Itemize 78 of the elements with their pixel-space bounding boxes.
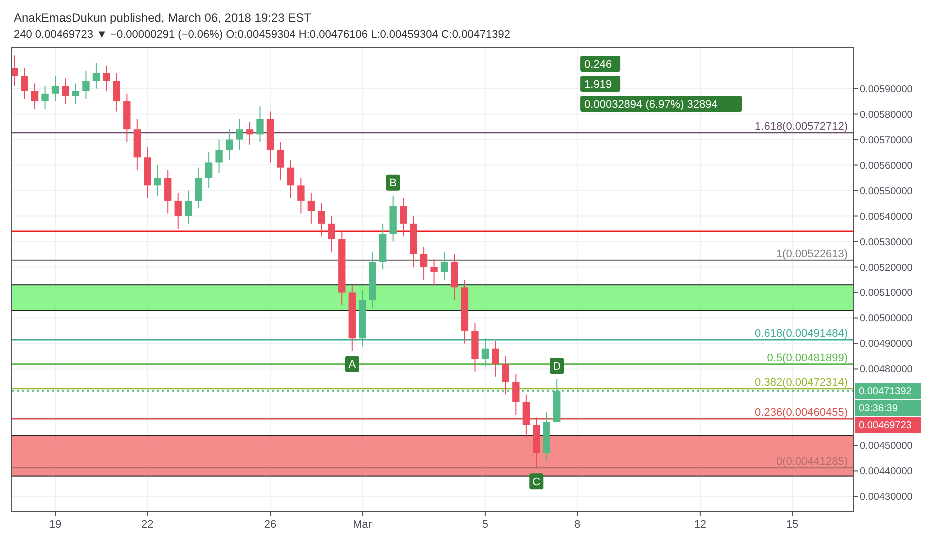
candlestick	[31, 83, 39, 110]
candlestick	[62, 78, 70, 105]
y-tick-label: 0.00500000	[860, 314, 914, 325]
annotation: 0.246	[584, 58, 612, 71]
x-tick-label: 22	[142, 519, 154, 531]
candlestick	[21, 68, 28, 100]
candlestick	[113, 72, 121, 112]
chart-subtitle: 240 0.00469723 ▼ −0.00000291 (−0.06%) O:0.00459304 H:0.00476106 L:0.00459304 C:0.00471392	[14, 29, 511, 41]
annotation: 0.00032894 (6.97%) 32894	[584, 98, 718, 111]
candlestick	[492, 340, 500, 378]
candlestick	[226, 129, 234, 161]
ref-line-label: 1(0.00522613)	[776, 248, 848, 261]
candlestick	[420, 246, 428, 280]
x-tick-label: 19	[49, 519, 62, 531]
candlestick	[103, 65, 110, 92]
y-tick-label: 0.00440000	[860, 466, 914, 478]
y-tick-label: 0.00550000	[860, 186, 914, 198]
y-tick-label: 0.00590000	[860, 84, 914, 96]
text: 0.00469723	[859, 420, 912, 432]
candlestick	[318, 203, 326, 238]
candlestick	[72, 83, 80, 105]
candlestick	[205, 152, 213, 189]
y-tick-label: 0.00480000	[860, 364, 914, 376]
candlestick	[164, 170, 172, 214]
text: 03:36:39	[859, 404, 898, 415]
candlestick	[195, 167, 202, 210]
y-tick-label: 0.00510000	[860, 288, 914, 300]
candlestick	[92, 62, 100, 90]
candlestick	[82, 70, 90, 100]
y-tick-label: 0.00540000	[860, 212, 914, 223]
x-tick-label: 15	[786, 519, 799, 531]
candlestick	[298, 178, 305, 214]
y-tick-label: 0.00560000	[860, 160, 914, 172]
annotation: C	[532, 476, 541, 489]
y-tick-label: 0.00530000	[860, 237, 914, 248]
candlestick	[185, 190, 192, 224]
candlestick	[174, 192, 182, 230]
candlestick	[246, 121, 254, 146]
x-tick-label: 5	[482, 519, 489, 531]
x-tick-label: 26	[264, 519, 277, 531]
y-tick-label: 0.00580000	[860, 110, 914, 121]
x-tick-label: 8	[574, 519, 581, 531]
candlestick	[52, 76, 60, 102]
candlestick	[440, 251, 448, 280]
candlestick	[522, 394, 530, 439]
candlestick	[256, 106, 264, 143]
candlestick	[287, 160, 295, 199]
candlestick	[482, 338, 490, 368]
candlestick	[236, 118, 244, 150]
ref-line-label: 0.618(0.00491484)	[755, 328, 848, 340]
candlestick	[328, 216, 336, 252]
y-tick-label: 0.00490000	[860, 339, 914, 350]
candlestick	[216, 139, 223, 174]
annotation: 1.919	[584, 78, 612, 91]
y-tick-label: 0.00430000	[860, 492, 914, 504]
candlestick	[154, 164, 162, 196]
chart-title: AnakEmasDukun published, March 06, 2018 19:23 EST	[14, 11, 312, 25]
ref-line-label: 0.5(0.00481899)	[767, 352, 848, 364]
candlestick	[308, 192, 316, 224]
y-tick-label: 0.00570000	[860, 135, 914, 146]
candlestick	[42, 86, 49, 110]
candlestick	[502, 356, 510, 396]
candlestick	[430, 259, 438, 286]
ref-line-label: 1.618(0.00572712)	[755, 120, 848, 133]
y-tick-label: 0.00520000	[860, 262, 914, 274]
candlestick	[277, 142, 284, 182]
x-tick-label: Mar	[353, 519, 372, 531]
annotation: B	[390, 178, 398, 190]
x-tick-label: 12	[694, 519, 707, 531]
ref-line-label: 0.236(0.00460455)	[755, 407, 848, 420]
text: 0.00471392	[859, 386, 912, 398]
candlestick	[512, 374, 520, 416]
ref-line-label: 0.382(0.00472314)	[755, 376, 848, 389]
annotation: A	[348, 359, 357, 372]
annotation: D	[553, 361, 562, 374]
y-tick-label: 0.00450000	[860, 441, 914, 452]
ref-line-label: 0(0.00441285)	[776, 456, 848, 468]
candlestick	[400, 198, 408, 238]
